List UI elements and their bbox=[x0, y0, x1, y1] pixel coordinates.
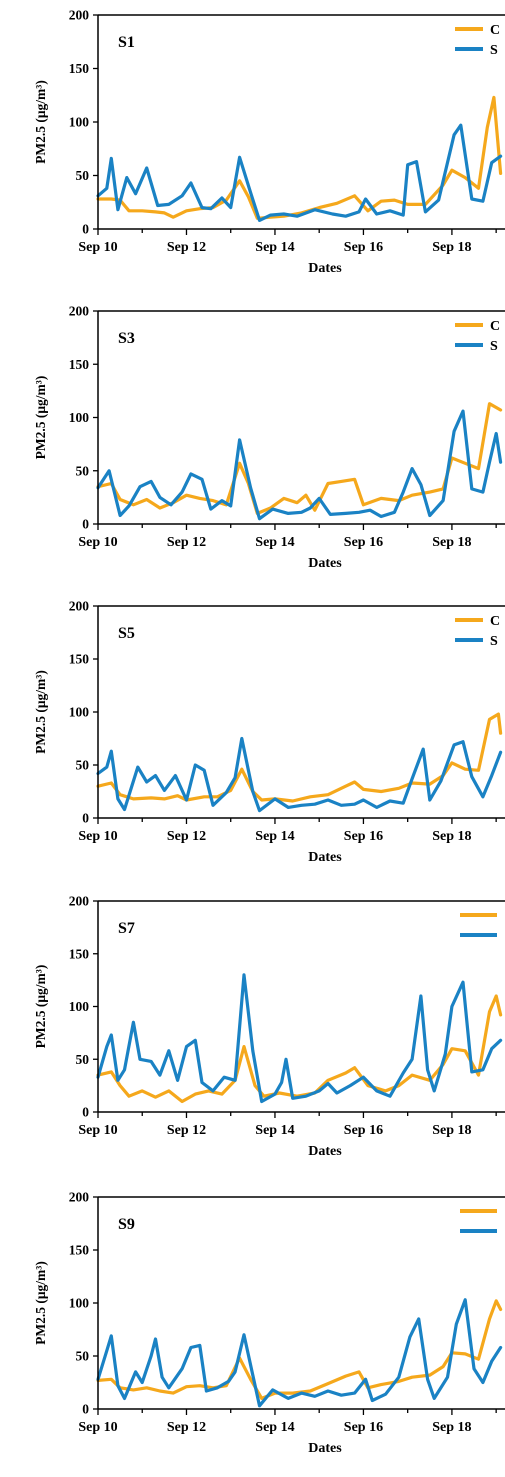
x-tick-label: Sep 10 bbox=[78, 240, 117, 255]
y-tick-label: 0 bbox=[82, 1402, 89, 1417]
x-tick-label: Sep 18 bbox=[432, 1420, 471, 1435]
x-tick-label: Sep 10 bbox=[78, 829, 117, 844]
x-tick-label: Sep 18 bbox=[432, 240, 471, 255]
x-tick-label: Sep 14 bbox=[255, 1123, 294, 1138]
y-tick-label: 0 bbox=[82, 517, 89, 532]
y-tick-label: 0 bbox=[82, 222, 89, 237]
panel-label: S1 bbox=[118, 34, 135, 51]
x-tick-label: Sep 18 bbox=[432, 829, 471, 844]
series-line-a bbox=[96, 712, 503, 803]
x-tick-label: Sep 14 bbox=[255, 1420, 294, 1435]
y-tick-label: 100 bbox=[69, 1296, 90, 1311]
x-axis-title: Dates bbox=[308, 556, 342, 571]
y-tick-label: 50 bbox=[76, 463, 90, 478]
x-tick-label: Sep 10 bbox=[78, 1123, 117, 1138]
x-tick-label: Sep 12 bbox=[167, 1420, 206, 1435]
series-line-b bbox=[96, 123, 503, 222]
y-tick-label: 200 bbox=[69, 304, 90, 319]
y-axis-title: PM2.5 (μg/m³) bbox=[33, 80, 48, 164]
chart-panel-5: 0 50 100 150 200 Sep 10 Sep 12 Sep 14 Sep 16 Sep … bbox=[33, 1190, 505, 1456]
y-tick-label: 100 bbox=[69, 115, 90, 130]
x-tick-label: Sep 10 bbox=[78, 1420, 117, 1435]
y-tick-label: 200 bbox=[69, 894, 90, 909]
y-tick-label: 200 bbox=[69, 1190, 90, 1205]
panel-label: S7 bbox=[118, 920, 135, 937]
series-line-a bbox=[96, 402, 503, 516]
chart-panel-3: 0 50 100 150 200 Sep 10 Sep 12 Sep 14 Sep 16 Sep … bbox=[33, 599, 505, 865]
y-axis-title: PM2.5 (μg/m³) bbox=[33, 965, 48, 1049]
series-line-a bbox=[96, 95, 503, 220]
panel-label: S5 bbox=[118, 625, 135, 642]
panel-label: S3 bbox=[118, 330, 135, 347]
y-tick-label: 150 bbox=[69, 357, 90, 372]
y-tick-label: 150 bbox=[69, 652, 90, 667]
x-axis-title: Dates bbox=[308, 850, 342, 865]
y-tick-label: 100 bbox=[69, 410, 90, 425]
y-tick-label: 150 bbox=[69, 946, 90, 961]
x-tick-label: Sep 16 bbox=[344, 535, 383, 550]
chart-panel-2: 0 50 100 150 200 Sep 10 Sep 12 Sep 14 Sep 16 Sep … bbox=[33, 304, 505, 571]
x-tick-label: Sep 10 bbox=[78, 535, 117, 550]
y-tick-label: 50 bbox=[76, 758, 90, 773]
series-line-a bbox=[96, 994, 503, 1104]
legend-label-a: C bbox=[490, 23, 500, 38]
x-tick-label: Sep 12 bbox=[167, 1123, 206, 1138]
x-tick-label: Sep 12 bbox=[167, 240, 206, 255]
y-tick-label: 100 bbox=[69, 705, 90, 720]
y-tick-label: 50 bbox=[76, 1052, 90, 1067]
x-tick-label: Sep 12 bbox=[167, 535, 206, 550]
legend-label-a: C bbox=[490, 614, 500, 629]
y-axis-title: PM2.5 (μg/m³) bbox=[33, 670, 48, 754]
x-tick-label: Sep 16 bbox=[344, 1123, 383, 1138]
x-axis-title: Dates bbox=[308, 1441, 342, 1456]
chart-panel-1: 0 50 100 150 200 Sep 10 Sep 12 Sep 14 Sep 16 Sep … bbox=[33, 8, 505, 276]
panel-label: S9 bbox=[118, 1216, 135, 1233]
x-tick-label: Sep 12 bbox=[167, 829, 206, 844]
y-tick-label: 0 bbox=[82, 811, 89, 826]
y-tick-label: 50 bbox=[76, 1349, 90, 1364]
y-tick-label: 0 bbox=[82, 1105, 89, 1120]
x-tick-label: Sep 14 bbox=[255, 535, 294, 550]
y-axis-title: PM2.5 (μg/m³) bbox=[33, 376, 48, 460]
series-line-b bbox=[96, 736, 503, 813]
legend-label-b: S bbox=[490, 634, 498, 649]
y-tick-label: 50 bbox=[76, 168, 90, 183]
x-tick-label: Sep 14 bbox=[255, 240, 294, 255]
chart-panel-4: 0 50 100 150 200 Sep 10 Sep 12 Sep 14 Sep 16 Sep … bbox=[33, 894, 505, 1159]
x-tick-label: Sep 18 bbox=[432, 1123, 471, 1138]
legend-label-b: S bbox=[490, 339, 498, 354]
x-tick-label: Sep 18 bbox=[432, 535, 471, 550]
series-line-b bbox=[96, 973, 503, 1104]
y-tick-label: 200 bbox=[69, 599, 90, 614]
y-tick-label: 100 bbox=[69, 999, 90, 1014]
x-axis-title: Dates bbox=[308, 261, 342, 276]
legend-label-a: C bbox=[490, 319, 500, 334]
x-tick-label: Sep 16 bbox=[344, 829, 383, 844]
y-axis-title: PM2.5 (μg/m³) bbox=[33, 1261, 48, 1345]
legend-label-b: S bbox=[490, 43, 498, 58]
series-line-b bbox=[96, 1298, 503, 1408]
x-tick-label: Sep 16 bbox=[344, 240, 383, 255]
x-tick-label: Sep 14 bbox=[255, 829, 294, 844]
series-line-b bbox=[96, 409, 503, 521]
x-axis-title: Dates bbox=[308, 1144, 342, 1159]
y-tick-label: 150 bbox=[69, 61, 90, 76]
y-tick-label: 150 bbox=[69, 1243, 90, 1258]
y-tick-label: 200 bbox=[69, 8, 90, 23]
x-tick-label: Sep 16 bbox=[344, 1420, 383, 1435]
